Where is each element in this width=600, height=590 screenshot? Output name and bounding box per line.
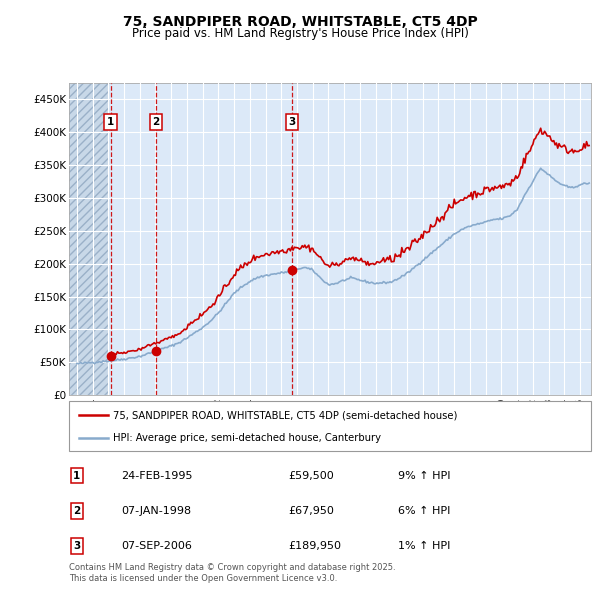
Text: £67,950: £67,950 xyxy=(288,506,334,516)
Text: Price paid vs. HM Land Registry's House Price Index (HPI): Price paid vs. HM Land Registry's House … xyxy=(131,27,469,40)
Text: 3: 3 xyxy=(289,117,296,127)
Bar xyxy=(69,83,109,395)
Text: £189,950: £189,950 xyxy=(288,541,341,551)
Text: 9% ↑ HPI: 9% ↑ HPI xyxy=(398,471,451,481)
Text: 1: 1 xyxy=(107,117,114,127)
Text: 1: 1 xyxy=(73,471,80,481)
Bar xyxy=(69,83,109,395)
Text: 2: 2 xyxy=(152,117,160,127)
Text: 24-FEB-1995: 24-FEB-1995 xyxy=(121,471,193,481)
Text: 6% ↑ HPI: 6% ↑ HPI xyxy=(398,506,450,516)
Text: Contains HM Land Registry data © Crown copyright and database right 2025.
This d: Contains HM Land Registry data © Crown c… xyxy=(69,563,395,583)
Text: £59,500: £59,500 xyxy=(288,471,334,481)
Text: 75, SANDPIPER ROAD, WHITSTABLE, CT5 4DP: 75, SANDPIPER ROAD, WHITSTABLE, CT5 4DP xyxy=(122,15,478,29)
Text: 1% ↑ HPI: 1% ↑ HPI xyxy=(398,541,450,551)
Text: 07-JAN-1998: 07-JAN-1998 xyxy=(121,506,191,516)
Text: HPI: Average price, semi-detached house, Canterbury: HPI: Average price, semi-detached house,… xyxy=(113,433,382,443)
Text: 2: 2 xyxy=(73,506,80,516)
Text: 75, SANDPIPER ROAD, WHITSTABLE, CT5 4DP (semi-detached house): 75, SANDPIPER ROAD, WHITSTABLE, CT5 4DP … xyxy=(113,410,458,420)
Text: 07-SEP-2006: 07-SEP-2006 xyxy=(121,541,192,551)
Text: 3: 3 xyxy=(73,541,80,551)
